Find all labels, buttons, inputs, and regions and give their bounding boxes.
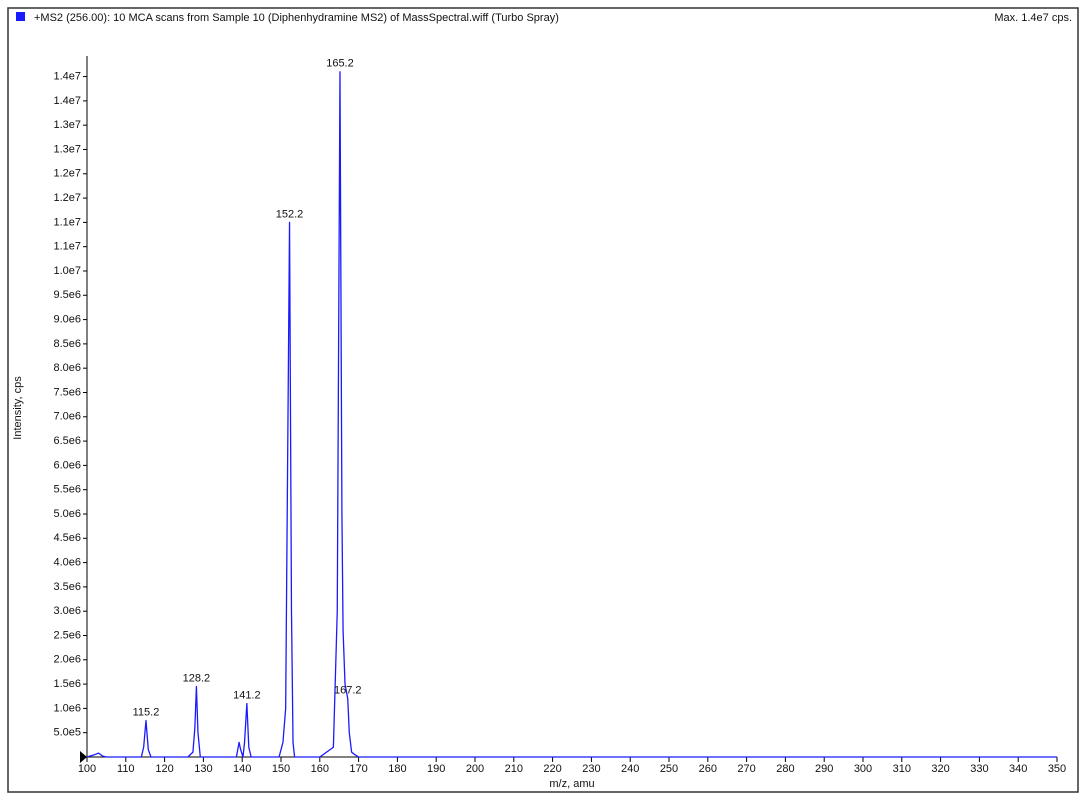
x-tick-label: 160 xyxy=(311,763,329,775)
y-tick-label: 1.2e7 xyxy=(53,168,81,180)
x-tick-label: 210 xyxy=(505,763,523,775)
y-tick-label: 4.0e6 xyxy=(53,557,81,569)
x-tick-label: 200 xyxy=(466,763,484,775)
x-tick-label: 120 xyxy=(155,763,173,775)
y-tick-label: 2.0e6 xyxy=(53,654,81,666)
x-tick-label: 170 xyxy=(349,763,367,775)
y-tick-label: 1.4e7 xyxy=(53,95,81,107)
x-axis-label: m/z, amu xyxy=(549,778,594,790)
y-tick-label: 6.5e6 xyxy=(53,435,81,447)
peak-label: 128.2 xyxy=(183,672,211,684)
y-tick-label: 5.5e6 xyxy=(53,484,81,496)
y-tick-label: 9.5e6 xyxy=(53,289,81,301)
x-tick-label: 150 xyxy=(272,763,290,775)
max-label: Max. 1.4e7 cps. xyxy=(994,12,1072,24)
y-tick-label: 1.0e6 xyxy=(53,702,81,714)
x-tick-label: 250 xyxy=(660,763,678,775)
x-tick-label: 240 xyxy=(621,763,639,775)
y-tick-label: 4.5e6 xyxy=(53,532,81,544)
y-tick-label: 6.0e6 xyxy=(53,459,81,471)
x-tick-label: 220 xyxy=(543,763,561,775)
x-tick-label: 230 xyxy=(582,763,600,775)
x-tick-label: 330 xyxy=(970,763,988,775)
x-tick-label: 300 xyxy=(854,763,872,775)
y-tick-label: 1.3e7 xyxy=(53,143,81,155)
y-tick-label: 3.5e6 xyxy=(53,581,81,593)
y-tick-label: 7.0e6 xyxy=(53,411,81,423)
peak-label: 115.2 xyxy=(133,706,160,718)
y-axis-label: Intensity, cps xyxy=(12,376,24,440)
x-tick-label: 280 xyxy=(776,763,794,775)
y-tick-label: 1.4e7 xyxy=(53,70,81,82)
y-tick-label: 5.0e6 xyxy=(53,508,81,520)
x-tick-label: 260 xyxy=(699,763,717,775)
y-tick-label: 7.5e6 xyxy=(53,386,81,398)
y-tick-label: 3.0e6 xyxy=(53,605,81,617)
x-tick-label: 310 xyxy=(893,763,911,775)
y-tick-label: 1.1e7 xyxy=(53,241,81,253)
x-tick-label: 110 xyxy=(117,763,135,775)
x-tick-label: 270 xyxy=(737,763,755,775)
y-tick-label: 1.3e7 xyxy=(53,119,81,131)
peak-label: 152.2 xyxy=(276,208,304,220)
y-tick-label: 9.0e6 xyxy=(53,313,81,325)
y-tick-label: 1.1e7 xyxy=(53,216,81,228)
spectrum-line xyxy=(86,71,1057,758)
y-tick-label: 1.5e6 xyxy=(53,678,81,690)
y-tick-label: 2.5e6 xyxy=(53,629,81,641)
frame xyxy=(7,7,1079,793)
legend-swatch xyxy=(16,12,25,21)
x-tick-label: 140 xyxy=(233,763,251,775)
x-tick-label: 320 xyxy=(931,763,949,775)
peak-label: 165.2 xyxy=(326,58,354,70)
x-tick-label: 130 xyxy=(194,763,212,775)
chart-title: +MS2 (256.00): 10 MCA scans from Sample … xyxy=(34,12,559,24)
peak-label: 167.2 xyxy=(334,685,362,697)
y-tick-label: 5.0e5 xyxy=(53,727,81,739)
x-tick-label: 190 xyxy=(427,763,445,775)
axis-marker xyxy=(80,751,87,763)
peak-label: 141.2 xyxy=(233,689,261,701)
x-tick-label: 180 xyxy=(388,763,406,775)
x-tick-label: 100 xyxy=(78,763,96,775)
x-tick-label: 350 xyxy=(1048,763,1066,775)
y-tick-label: 8.5e6 xyxy=(53,338,81,350)
y-tick-label: 8.0e6 xyxy=(53,362,81,374)
y-tick-label: 1.2e7 xyxy=(53,192,81,204)
x-tick-label: 290 xyxy=(815,763,833,775)
x-tick-label: 340 xyxy=(1009,763,1027,775)
y-tick-label: 1.0e7 xyxy=(53,265,81,277)
